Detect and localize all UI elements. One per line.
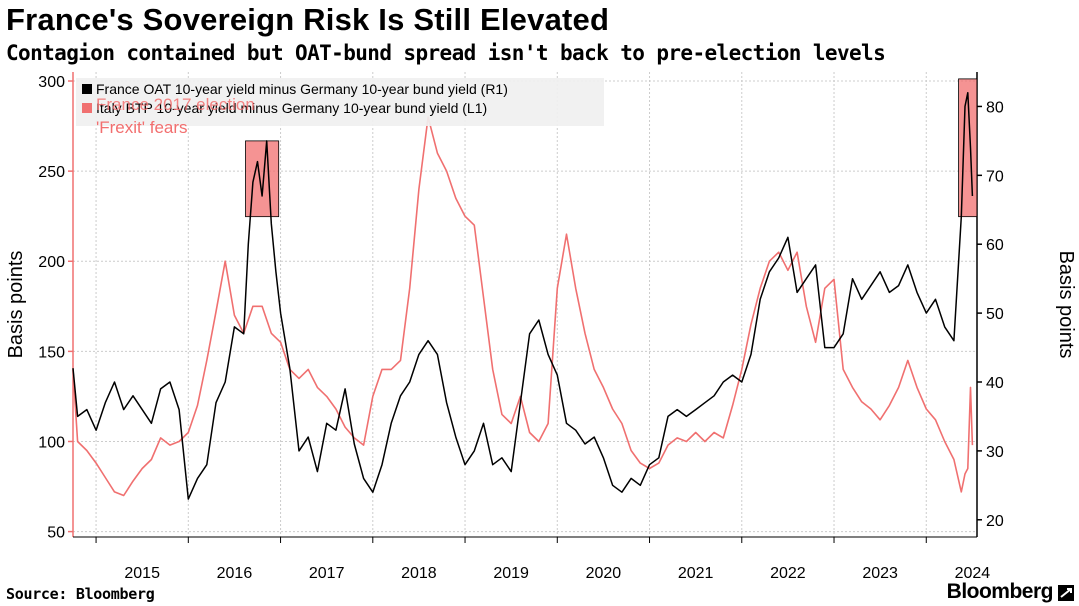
x-tick-label: 2024 xyxy=(955,565,991,582)
y-right-tick-label: 80 xyxy=(986,99,1004,116)
x-tick-label: 2021 xyxy=(678,565,714,582)
series-line-italy xyxy=(72,116,974,497)
y-left-tick-label: 100 xyxy=(38,434,65,451)
y-right-tick-label: 50 xyxy=(986,306,1004,323)
y-right-tick-label: 40 xyxy=(986,375,1004,392)
y-right-axis-label: Basis points xyxy=(1055,251,1077,359)
y-right-tick-label: 20 xyxy=(986,513,1004,530)
chart-subtitle: Contagion contained but OAT-bund spread … xyxy=(6,41,886,65)
annotation-line-1: France 2017 election xyxy=(96,95,255,114)
y-left-tick-label: 300 xyxy=(38,74,65,91)
annotation-line-2: 'Frexit' fears xyxy=(96,118,188,137)
series-line-france xyxy=(72,91,974,500)
legend-label: France OAT 10-year yield minus Germany 1… xyxy=(96,81,508,97)
chart-title: France's Sovereign Risk Is Still Elevate… xyxy=(6,2,610,37)
y-left-tick-label: 250 xyxy=(38,164,65,181)
x-tick-label: 2023 xyxy=(862,565,898,582)
x-tick-label: 2017 xyxy=(309,565,345,582)
legend-swatch xyxy=(82,103,92,113)
x-tick-label: 2020 xyxy=(586,565,622,582)
x-tick-label: 2022 xyxy=(770,565,806,582)
x-tick-label: 2019 xyxy=(493,565,529,582)
y-right-tick-label: 60 xyxy=(986,237,1004,254)
legend-box xyxy=(76,78,604,126)
x-tick-label: 2018 xyxy=(401,565,437,582)
legend-swatch xyxy=(82,84,92,94)
bloomberg-logo-icon xyxy=(1058,585,1074,601)
y-left-tick-label: 50 xyxy=(47,525,65,542)
y-right-tick-label: 30 xyxy=(986,444,1004,461)
source-note: Source: Bloomberg xyxy=(6,585,155,603)
x-tick-label: 2015 xyxy=(124,565,160,582)
legend-label: Italy BTP 10-year yield minus Germany 10… xyxy=(96,100,487,116)
x-tick-label: 2016 xyxy=(217,565,253,582)
y-left-tick-label: 200 xyxy=(38,254,65,271)
brand-logo-text: Bloomberg xyxy=(946,580,1054,603)
y-left-tick-label: 150 xyxy=(38,344,65,361)
y-left-axis-label: Basis points xyxy=(5,251,27,359)
y-right-tick-label: 70 xyxy=(986,168,1004,185)
